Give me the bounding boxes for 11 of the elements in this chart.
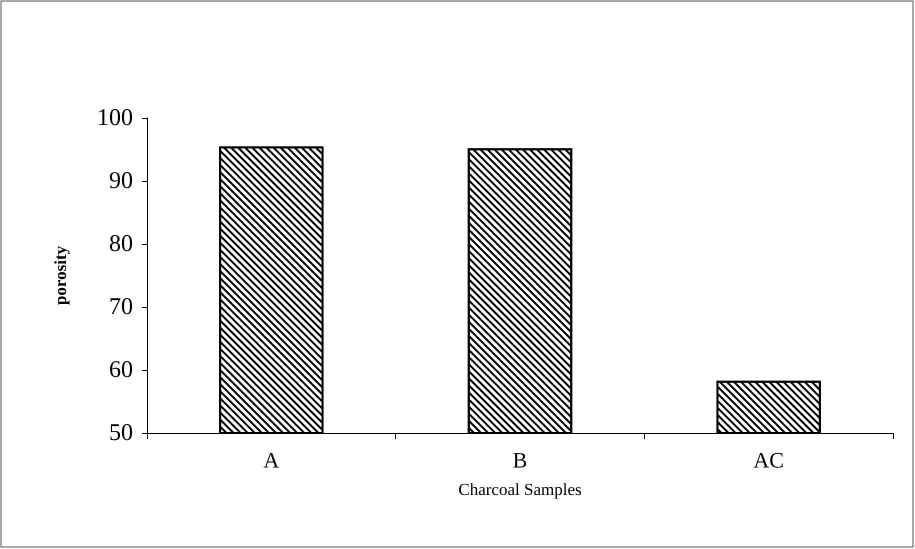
y-axis-title: porosity	[51, 245, 70, 306]
y-tick-label: 80	[109, 231, 133, 257]
y-tick-label: 90	[109, 168, 133, 194]
x-tick-label: AC	[753, 448, 784, 472]
y-tick-label: 60	[109, 357, 133, 383]
x-tick-label: B	[512, 448, 528, 472]
y-tick-label: 70	[109, 294, 133, 320]
y-tick-label: 100	[97, 105, 133, 131]
x-tick-label: A	[263, 448, 280, 472]
y-tick-label: 50	[109, 420, 133, 446]
x-axis-title: Charcoal Samples	[458, 480, 582, 499]
